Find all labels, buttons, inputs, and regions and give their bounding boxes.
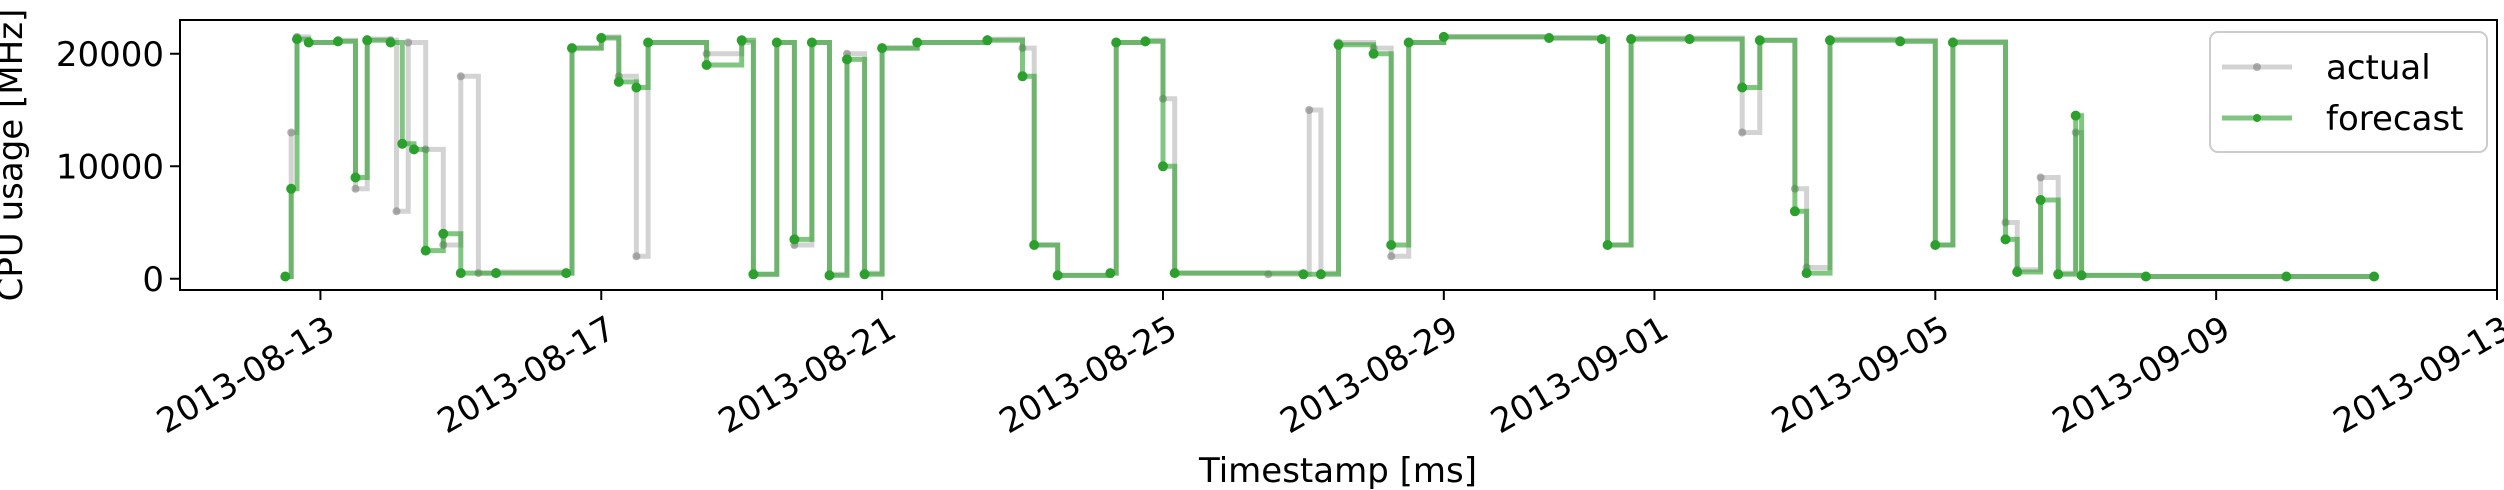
y-tick-label: 20000 [56, 35, 164, 75]
y-tick-label: 0 [142, 260, 164, 300]
data-point-forecast [806, 37, 817, 48]
data-point-forecast [1140, 36, 1151, 47]
legend-actual-label: actual [2326, 48, 2431, 88]
data-point-forecast [596, 33, 607, 43]
data-point-actual [1305, 106, 1314, 114]
data-point-forecast [1315, 269, 1326, 280]
data-point-forecast [1368, 48, 1379, 59]
data-point-actual [351, 184, 360, 193]
legend-actual-marker [2253, 63, 2261, 71]
data-point-forecast [385, 37, 396, 48]
data-point-forecast [1298, 269, 1309, 280]
data-point-forecast [1438, 31, 1449, 42]
data-point-forecast [1754, 35, 1765, 46]
data-point-actual [632, 252, 641, 261]
data-point-forecast [333, 36, 343, 47]
data-point-forecast [1105, 268, 1116, 279]
data-point-forecast [2369, 271, 2380, 282]
data-point-forecast [1596, 34, 1607, 45]
data-point-forecast [561, 268, 572, 279]
data-point-forecast [1684, 34, 1695, 45]
data-point-forecast [350, 172, 361, 183]
data-point-forecast [2035, 195, 2046, 205]
series-layer [280, 31, 2380, 282]
data-point-forecast [286, 183, 297, 194]
data-point-forecast [1789, 206, 1800, 217]
data-point-actual [1738, 128, 1747, 137]
data-point-forecast [2070, 110, 2081, 121]
plot-frame [179, 19, 2498, 291]
data-point-forecast [397, 138, 408, 149]
data-point-forecast [2053, 269, 2064, 280]
data-point-forecast [631, 82, 642, 93]
data-point-forecast [982, 35, 993, 46]
data-point-forecast [420, 245, 431, 256]
data-point-forecast [877, 43, 888, 54]
data-point-forecast [1052, 270, 1063, 281]
data-point-forecast [701, 60, 712, 70]
data-point-forecast [1947, 37, 1958, 48]
data-point-forecast [2140, 271, 2151, 282]
data-point-forecast [1544, 33, 1555, 43]
data-point-forecast [567, 43, 577, 54]
data-point-actual [287, 128, 296, 137]
x-axis-label: Timestamp [ms] [1198, 451, 1477, 490]
data-point-actual [1387, 252, 1396, 261]
data-point-forecast [613, 76, 624, 87]
legend: actual forecast [2209, 31, 2488, 153]
data-point-forecast [912, 37, 923, 48]
y-axis-label: CPU usage [MHz] [0, 9, 31, 302]
data-point-forecast [771, 37, 782, 48]
data-point-forecast [1602, 240, 1613, 250]
series-forecast [280, 31, 2380, 282]
data-point-forecast [1111, 37, 1122, 48]
data-point-actual [456, 72, 465, 81]
y-tick-label: 10000 [56, 147, 164, 187]
data-point-forecast [303, 37, 314, 48]
data-point-forecast [2000, 234, 2011, 245]
legend-forecast-label: forecast [2326, 99, 2464, 139]
data-point-forecast [643, 37, 654, 48]
data-point-forecast [1825, 35, 1835, 46]
data-point-forecast [1017, 71, 1028, 82]
data-point-forecast [362, 35, 373, 46]
data-point-forecast [438, 228, 449, 239]
data-point-forecast [292, 34, 302, 45]
series-line-forecast [285, 34, 2375, 279]
data-point-forecast [1403, 37, 1414, 48]
data-point-forecast [491, 268, 501, 279]
data-point-forecast [736, 35, 747, 46]
data-point-forecast [1801, 268, 1812, 279]
data-point-forecast [1626, 34, 1637, 45]
data-point-forecast [789, 234, 800, 245]
data-point-actual [2036, 173, 2045, 182]
y-axis: 0 10000 20000 [56, 35, 180, 300]
data-point-forecast [1158, 161, 1168, 172]
data-point-actual [404, 38, 413, 47]
data-point-forecast [1895, 36, 1906, 47]
data-point-forecast [409, 144, 419, 155]
data-point-forecast [1333, 39, 1344, 50]
data-point-forecast [455, 268, 466, 279]
legend-box [2209, 31, 2488, 153]
data-point-forecast [2281, 271, 2292, 282]
data-point-forecast [1930, 240, 1941, 250]
data-point-forecast [1386, 240, 1397, 250]
data-point-forecast [842, 54, 852, 65]
data-point-forecast [1169, 268, 1180, 279]
legend-forecast-marker [2253, 114, 2261, 122]
data-point-forecast [1737, 82, 1748, 93]
data-point-forecast [280, 271, 291, 282]
data-point-forecast [824, 270, 835, 281]
data-point-forecast [859, 269, 870, 280]
data-point-forecast [2076, 270, 2087, 281]
data-point-forecast [2012, 267, 2023, 277]
data-point-actual [392, 207, 401, 216]
data-point-forecast [748, 269, 759, 280]
data-point-forecast [1029, 240, 1040, 250]
